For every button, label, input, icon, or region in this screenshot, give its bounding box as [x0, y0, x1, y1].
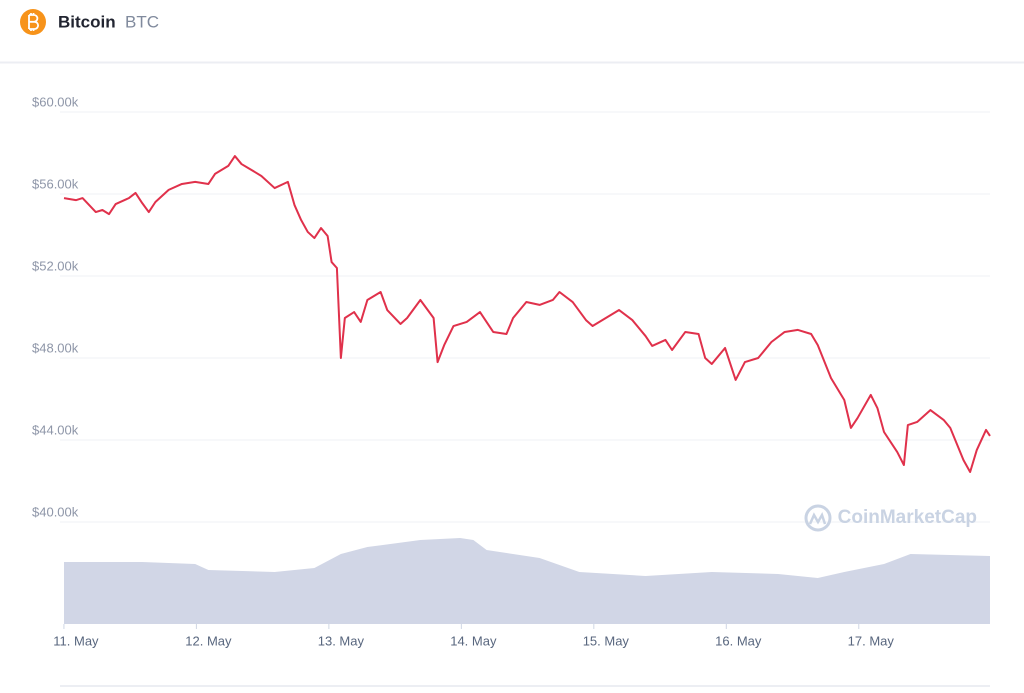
y-tick-label: $40.00k: [32, 504, 79, 519]
header-bar: [0, 0, 1024, 62]
coin-icon: [20, 9, 46, 35]
y-tick-label: $48.00k: [32, 340, 79, 355]
x-tick-label: 14. May: [450, 633, 497, 648]
y-tick-label: $56.00k: [32, 176, 79, 191]
volume-area: [64, 538, 990, 624]
y-tick-label: $44.00k: [32, 422, 79, 437]
plot: $40.00k $44.00k $48.00k $52.00k $56.00k $60.0…: [32, 94, 991, 648]
x-tick-label: 17. May: [848, 633, 895, 648]
y-tick-label: $60.00k: [32, 94, 79, 109]
x-tick-label: 16. May: [715, 633, 762, 648]
watermark-logo: [804, 504, 832, 532]
price-line: [63, 155, 991, 473]
x-tick-label: 12. May: [185, 633, 232, 648]
coin-name: Bitcoin: [58, 12, 116, 31]
x-tick-label: 11. May: [53, 633, 99, 648]
x-tick-label: 13. May: [318, 633, 365, 648]
x-tick-label: 15. May: [583, 633, 630, 648]
watermark: CoinMarketCap: [838, 507, 977, 528]
y-tick-label: $52.00k: [32, 258, 79, 273]
coin-symbol: BTC: [125, 12, 159, 31]
